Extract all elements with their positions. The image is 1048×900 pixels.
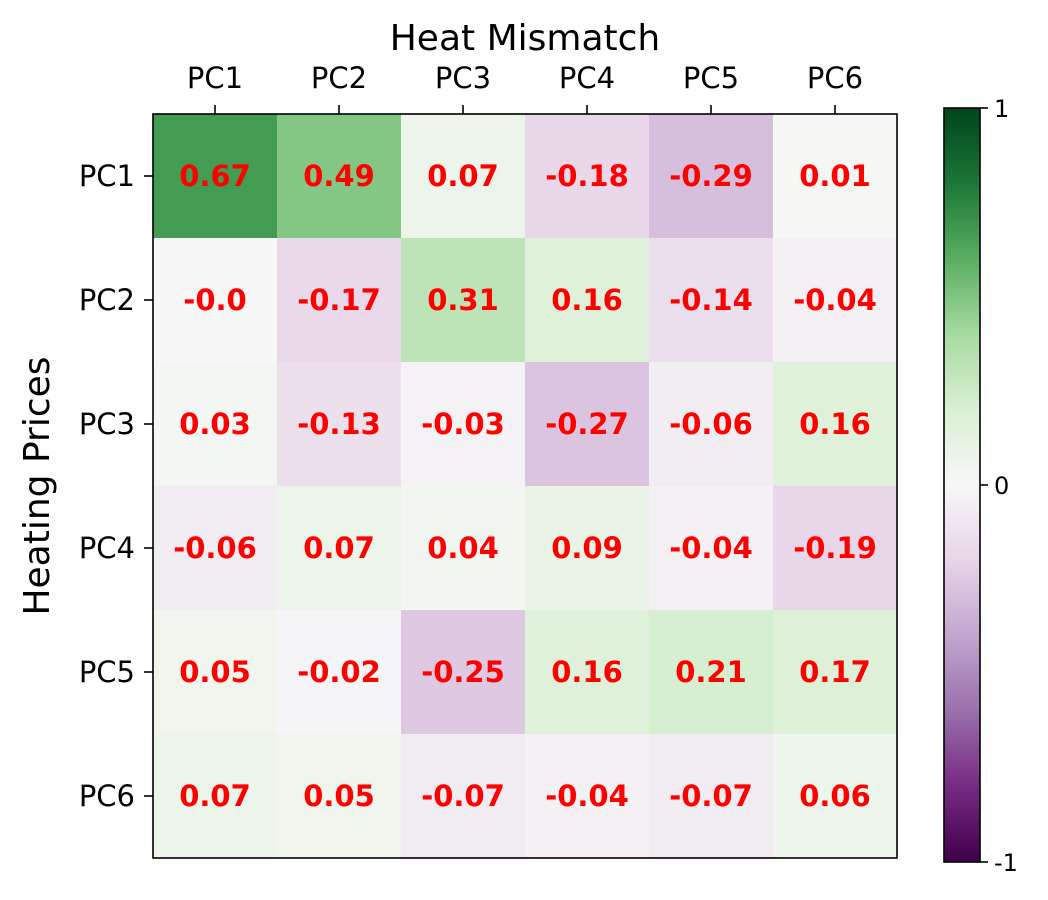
cell-value-label: -0.29 — [669, 159, 753, 193]
heatmap-cell — [649, 238, 773, 362]
heatmap-cell — [649, 486, 773, 610]
heatmap-cell — [277, 238, 401, 362]
y-tick-label: PC6 — [79, 779, 135, 813]
heatmap-cell — [277, 734, 401, 858]
x-tick-label: PC6 — [807, 61, 863, 95]
cell-value-label: -0.19 — [793, 531, 877, 565]
heatmap-cell — [277, 362, 401, 486]
cell-value-label: -0.18 — [545, 159, 629, 193]
cell-value-label: -0.03 — [421, 407, 505, 441]
cell-value-label: -0.06 — [669, 407, 753, 441]
cell-value-label: 0.17 — [799, 655, 871, 689]
heatmap-cell — [773, 238, 897, 362]
heatmap-cell — [525, 610, 649, 734]
cell-value-label: -0.0 — [183, 283, 246, 317]
cell-value-label: -0.06 — [173, 531, 257, 565]
cell-value-label: -0.27 — [545, 407, 629, 441]
heatmap-cell — [525, 734, 649, 858]
y-tick-label: PC1 — [79, 159, 135, 193]
y-axis-title: Heating Prices — [17, 356, 58, 615]
cell-value-label: -0.07 — [669, 779, 753, 813]
y-tick-label: PC2 — [79, 283, 135, 317]
heatmap-cell — [277, 114, 401, 238]
plot-frame — [152, 113, 898, 859]
heatmap-cell — [773, 486, 897, 610]
y-axis-ticks: PC1 PC2 PC3 PC4 PC5 PC6 — [79, 159, 153, 813]
heatmap-cell — [153, 362, 277, 486]
heatmap-cell — [277, 610, 401, 734]
cell-value-label: 0.49 — [303, 159, 375, 193]
cell-value-label: 0.09 — [551, 531, 623, 565]
cell-value-label: 0.04 — [427, 531, 499, 565]
heatmap-cell — [525, 486, 649, 610]
x-tick-label: PC4 — [559, 61, 615, 95]
y-tick-label: PC5 — [79, 655, 135, 689]
cell-value-label: 0.07 — [427, 159, 499, 193]
colorbar-tick-label: 1 — [994, 95, 1009, 123]
heatmap-cell — [401, 362, 525, 486]
x-tick-label: PC2 — [311, 61, 367, 95]
cell-value-label: 0.05 — [179, 655, 251, 689]
heatmap-cell — [773, 610, 897, 734]
cell-value-label: -0.25 — [421, 655, 505, 689]
heatmap-cell — [773, 362, 897, 486]
heatmap-cells — [153, 114, 897, 858]
heatmap-cell — [649, 734, 773, 858]
cell-value-label: -0.17 — [297, 283, 381, 317]
y-tick-label: PC3 — [79, 407, 135, 441]
cell-value-label: 0.07 — [179, 779, 251, 813]
cell-value-label: -0.04 — [669, 531, 753, 565]
cell-value-label: 0.16 — [799, 407, 871, 441]
heatmap-cell — [401, 238, 525, 362]
heatmap-cell — [153, 238, 277, 362]
cell-value-label: -0.04 — [545, 779, 629, 813]
x-axis-ticks: PC1 PC2 PC3 PC4 PC5 PC6 — [187, 61, 863, 114]
cell-value-label: 0.67 — [179, 159, 251, 193]
heatmap-cell — [525, 238, 649, 362]
cell-value-label: 0.01 — [799, 159, 871, 193]
x-tick-label: PC3 — [435, 61, 491, 95]
cell-value-label: -0.04 — [793, 283, 877, 317]
heatmap-cell — [153, 486, 277, 610]
heatmap-cell — [401, 734, 525, 858]
cell-value-label: -0.02 — [297, 655, 381, 689]
cell-value-label: 0.03 — [179, 407, 251, 441]
heatmap-cell — [773, 114, 897, 238]
heatmap-cell — [773, 734, 897, 858]
cell-value-label: -0.13 — [297, 407, 381, 441]
cell-value-label: 0.21 — [675, 655, 747, 689]
colorbar-ticks: 1 0 -1 — [980, 95, 1018, 877]
heatmap-cell — [277, 486, 401, 610]
heatmap-cell — [153, 610, 277, 734]
heatmap-cell — [525, 362, 649, 486]
heatmap-cell — [401, 114, 525, 238]
cell-value-label: -0.07 — [421, 779, 505, 813]
heatmap-cell — [649, 610, 773, 734]
colorbar — [943, 107, 981, 863]
cell-value-label: 0.06 — [799, 779, 871, 813]
x-axis-title: Heat Mismatch — [390, 18, 661, 59]
colorbar-tick-label: 0 — [994, 472, 1009, 500]
heatmap-cell — [401, 486, 525, 610]
heatmap-cell — [401, 610, 525, 734]
heatmap-cell — [525, 114, 649, 238]
heatmap-cell — [153, 734, 277, 858]
heatmap-cell — [649, 362, 773, 486]
heatmap-value-labels: 0.67 0.49 0.07 -0.18 -0.29 0.01 -0.0 -0.17 0.31 0… — [173, 159, 877, 813]
cell-value-label: 0.05 — [303, 779, 375, 813]
cell-value-label: 0.07 — [303, 531, 375, 565]
heatmap-cell — [649, 114, 773, 238]
cell-value-label: 0.16 — [551, 283, 623, 317]
colorbar-tick-label: -1 — [994, 849, 1018, 877]
y-tick-label: PC4 — [79, 531, 135, 565]
cell-value-label: 0.31 — [427, 283, 499, 317]
cell-value-label: 0.16 — [551, 655, 623, 689]
heatmap-cell — [153, 114, 277, 238]
x-tick-label: PC1 — [187, 61, 243, 95]
x-tick-label: PC5 — [683, 61, 739, 95]
cell-value-label: -0.14 — [669, 283, 753, 317]
